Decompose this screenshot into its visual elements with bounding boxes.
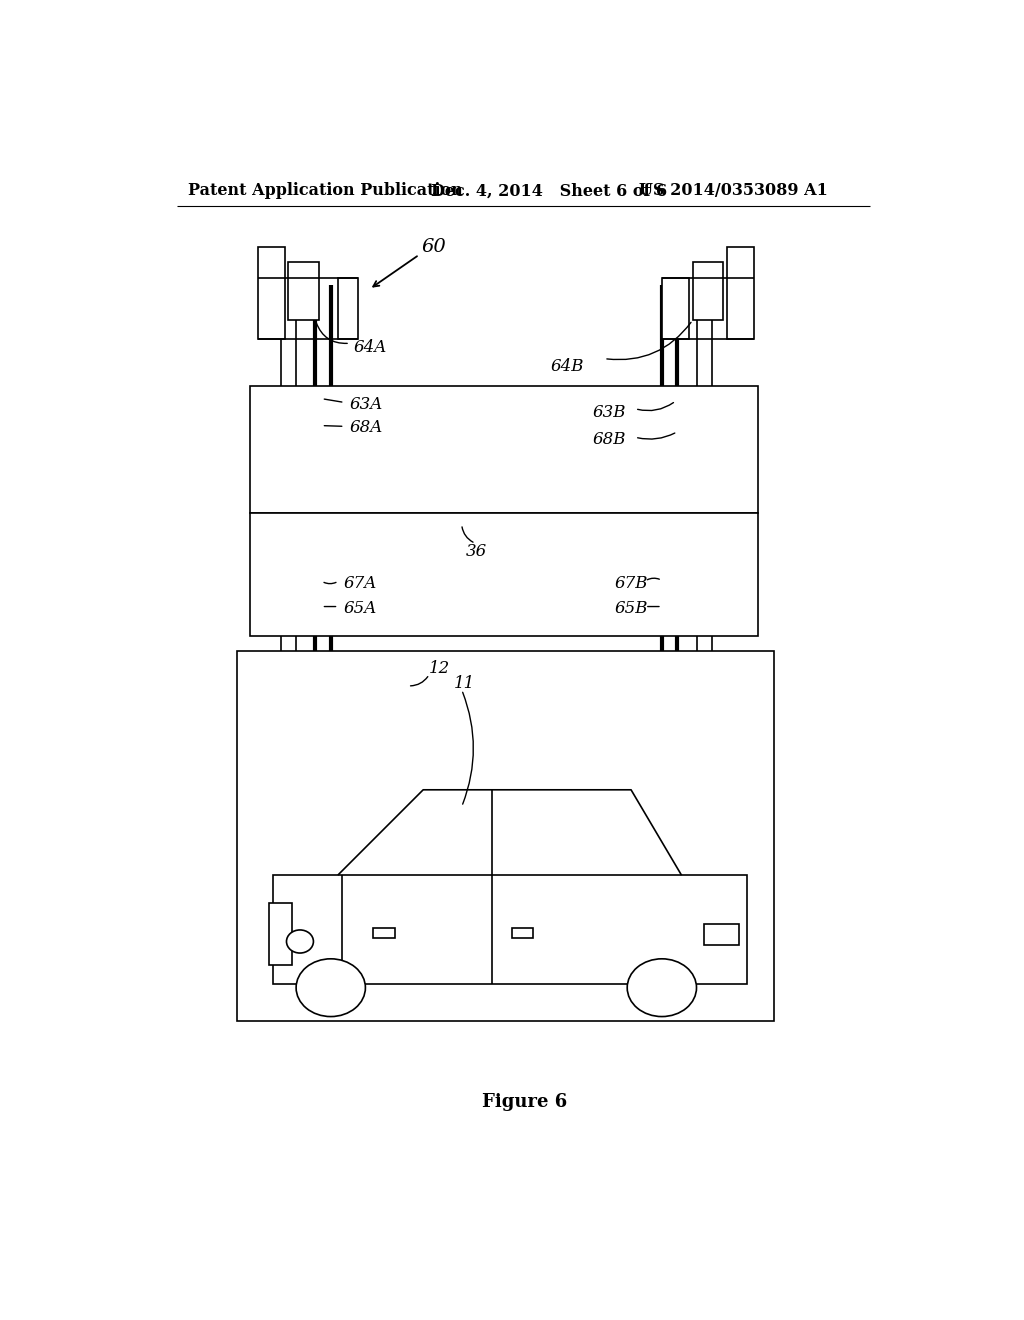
- Bar: [692, 263, 724, 321]
- Bar: [662, 277, 689, 339]
- Text: 65B: 65B: [614, 601, 647, 618]
- Text: US 2014/0353089 A1: US 2014/0353089 A1: [639, 182, 827, 199]
- Bar: [705, 924, 739, 945]
- Ellipse shape: [296, 958, 366, 1016]
- Bar: [237, 651, 773, 1020]
- Text: Dec. 4, 2014   Sheet 6 of 6: Dec. 4, 2014 Sheet 6 of 6: [431, 182, 667, 199]
- Text: 67B: 67B: [614, 576, 647, 591]
- Text: Patent Application Publication: Patent Application Publication: [188, 182, 463, 199]
- Text: 11: 11: [454, 675, 475, 692]
- Bar: [727, 247, 755, 339]
- Bar: [289, 263, 319, 321]
- Text: 36: 36: [466, 543, 486, 560]
- Text: 68A: 68A: [350, 420, 383, 437]
- Text: 64B: 64B: [550, 358, 584, 375]
- Ellipse shape: [628, 958, 696, 1016]
- Text: 60: 60: [422, 238, 446, 256]
- Bar: [339, 277, 357, 339]
- Bar: [269, 903, 292, 965]
- Text: Figure 6: Figure 6: [482, 1093, 567, 1110]
- Bar: [512, 928, 534, 937]
- Bar: [273, 875, 746, 983]
- Ellipse shape: [287, 929, 313, 953]
- Bar: [258, 247, 285, 339]
- Bar: [250, 512, 758, 636]
- Text: 12: 12: [429, 660, 451, 677]
- Text: 63B: 63B: [593, 404, 626, 421]
- Text: 65A: 65A: [344, 601, 377, 618]
- Text: 68B: 68B: [593, 430, 626, 447]
- Text: 67A: 67A: [344, 576, 377, 591]
- Text: 64A: 64A: [354, 338, 387, 355]
- Bar: [250, 385, 758, 512]
- Text: 63A: 63A: [350, 396, 383, 413]
- Bar: [373, 928, 394, 937]
